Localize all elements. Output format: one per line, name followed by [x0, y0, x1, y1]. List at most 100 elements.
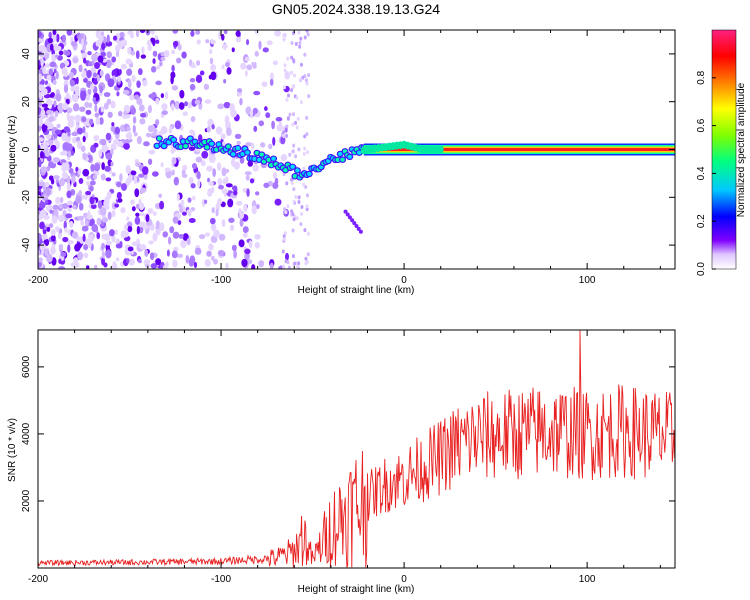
- spec-noise-point: [70, 86, 77, 92]
- spec-noise-point: [97, 55, 104, 63]
- spec-noise-point: [44, 181, 50, 188]
- spec-noise-point: [125, 165, 131, 175]
- spec-noise-point: [97, 200, 103, 209]
- spec-noise-point: [86, 180, 90, 186]
- snr-xtick-label: -200: [28, 574, 48, 585]
- spec-noise-point: [48, 31, 52, 39]
- spec-noise-point: [295, 216, 299, 221]
- spec-noise-point: [110, 100, 116, 109]
- spec-noise-point: [191, 61, 195, 68]
- spec-noise-point: [95, 30, 101, 39]
- spec-noise-point: [233, 161, 241, 170]
- spec-noise-point: [306, 231, 310, 236]
- spec-noise-point: [100, 105, 105, 113]
- snr-panel: -200 -100 0 100 2000 4000 6000 Height of strai…: [7, 329, 676, 595]
- spec-noise-point: [268, 143, 273, 150]
- spec-artifact-point: [345, 212, 350, 217]
- spec-noise-point: [171, 85, 179, 91]
- spec-noise-point: [82, 126, 86, 134]
- spec-noise-point: [65, 213, 73, 219]
- spec-noise-point: [114, 229, 118, 235]
- spec-noise-point: [78, 202, 84, 211]
- spec-ridge-core: [252, 156, 257, 161]
- spec-noise-point: [83, 244, 89, 251]
- spec-noise-point: [296, 116, 300, 121]
- spec-noise-point: [152, 211, 157, 216]
- spec-noise-point: [52, 30, 57, 36]
- spec-noise-point: [147, 208, 154, 214]
- spec-noise-point: [196, 60, 201, 66]
- spec-noise-point: [205, 39, 210, 44]
- spec-noise-point: [136, 225, 140, 235]
- spec-noise-point: [172, 231, 180, 239]
- spec-noise-point: [197, 134, 203, 143]
- spec-noise-point: [185, 255, 190, 264]
- spec-noise-point: [90, 180, 96, 186]
- spec-ridge-core: [340, 157, 345, 162]
- spec-noise-point: [290, 177, 294, 182]
- spec-noise-point: [93, 142, 99, 148]
- spec-noise-point: [78, 167, 82, 175]
- spec-noise-point: [105, 240, 112, 246]
- spec-noise-point: [239, 218, 244, 227]
- spec-noise-point: [213, 229, 220, 238]
- spec-noise-point: [130, 50, 136, 56]
- spec-noise-point: [166, 249, 170, 257]
- spec-noise-point: [245, 142, 253, 147]
- spec-noise-point: [56, 33, 60, 43]
- spec-noise-point: [181, 211, 187, 216]
- spec-noise-point: [65, 92, 71, 100]
- spec-noise-point: [127, 225, 133, 233]
- spec-noise-point: [111, 172, 116, 177]
- spec-noise-point: [252, 107, 258, 115]
- spec-noise-point: [103, 199, 110, 208]
- spec-noise-point: [82, 135, 86, 143]
- spec-noise-point: [161, 103, 168, 111]
- spec-noise-point: [50, 144, 57, 152]
- spec-noise-point: [115, 257, 120, 262]
- colorbar-label: Normalized spectral amplitude: [736, 82, 747, 217]
- spec-noise-point: [238, 208, 242, 214]
- spec-noise-point: [210, 186, 215, 194]
- spec-noise-point: [38, 101, 42, 107]
- spec-noise-point: [294, 120, 298, 125]
- spec-noise-point: [189, 129, 194, 135]
- spec-noise-point: [206, 165, 213, 172]
- spec-noise-point: [283, 63, 287, 68]
- spec-xtick-label: 0: [401, 275, 407, 286]
- spec-noise-point: [291, 212, 295, 217]
- spec-noise-point: [171, 49, 175, 55]
- spec-noise-point: [227, 198, 234, 208]
- spec-noise-point: [201, 150, 209, 159]
- spec-noise-point: [52, 79, 57, 86]
- spec-noise-point: [105, 177, 112, 182]
- spec-noise-point: [270, 72, 274, 81]
- spec-noise-point: [210, 64, 217, 71]
- snr-ytick-label: 2000: [21, 489, 32, 512]
- spec-noise-point: [126, 126, 131, 132]
- spec-noise-point: [189, 78, 196, 83]
- spec-noise-point: [130, 199, 135, 205]
- spec-noise-point: [91, 60, 95, 66]
- spec-noise-point: [213, 258, 218, 265]
- spec-noise-point: [272, 136, 276, 146]
- spec-noise-point: [140, 54, 146, 59]
- spec-noise-point: [284, 73, 288, 78]
- spec-noise-point: [295, 125, 299, 130]
- spec-noise-point: [87, 51, 92, 56]
- spec-noise-point: [38, 90, 41, 98]
- colorbar: 0.0 0.2 0.4 0.6 0.8 Normalized spectral ampl…: [696, 29, 747, 276]
- spec-noise-point: [165, 261, 169, 268]
- spec-noise-point: [150, 263, 158, 269]
- spec-ridge-core: [337, 151, 343, 157]
- snr-xlabel: Height of straight line (km): [298, 584, 415, 595]
- spec-noise-point: [126, 216, 130, 221]
- spec-noise-point: [254, 191, 260, 196]
- spec-noise-point: [217, 103, 225, 110]
- spec-noise-point: [116, 181, 122, 188]
- spec-noise-point: [171, 169, 175, 176]
- spec-noise-point: [225, 262, 229, 269]
- spec-noise-point: [302, 151, 306, 156]
- spec-ridge-core: [292, 174, 298, 179]
- spec-noise-point: [251, 142, 255, 150]
